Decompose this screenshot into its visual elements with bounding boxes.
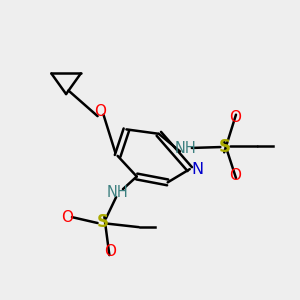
Text: O: O	[61, 210, 74, 225]
Text: S: S	[97, 213, 109, 231]
Text: O: O	[230, 167, 242, 182]
Text: O: O	[230, 110, 242, 125]
Text: N: N	[191, 162, 203, 177]
Text: O: O	[94, 104, 106, 119]
Text: O: O	[104, 244, 116, 259]
Text: S: S	[219, 138, 231, 156]
Text: NH: NH	[175, 141, 196, 156]
Text: NH: NH	[107, 185, 128, 200]
